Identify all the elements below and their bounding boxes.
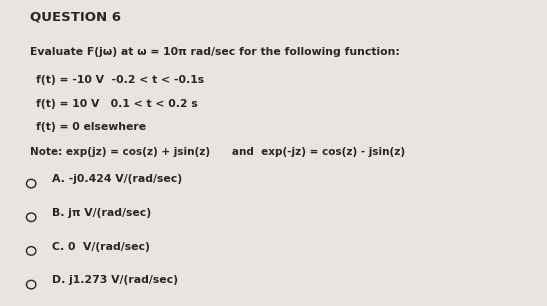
Text: D. j1.273 V/(rad/sec): D. j1.273 V/(rad/sec) xyxy=(52,275,178,285)
Text: B. jπ V/(rad/sec): B. jπ V/(rad/sec) xyxy=(52,208,151,218)
Text: C. 0  V/(rad/sec): C. 0 V/(rad/sec) xyxy=(52,242,150,252)
Text: f(t) = 0 elsewhere: f(t) = 0 elsewhere xyxy=(36,122,146,132)
Text: Note: exp(jz) = cos(z) + jsin(z)      and  exp(-jz) = cos(z) - jsin(z): Note: exp(jz) = cos(z) + jsin(z) and exp… xyxy=(30,147,405,157)
Text: A. -j0.424 V/(rad/sec): A. -j0.424 V/(rad/sec) xyxy=(52,174,182,185)
Text: f(t) = 10 V   0.1 < t < 0.2 s: f(t) = 10 V 0.1 < t < 0.2 s xyxy=(36,99,197,109)
Text: f(t) = -10 V  -0.2 < t < -0.1s: f(t) = -10 V -0.2 < t < -0.1s xyxy=(36,75,203,85)
Text: QUESTION 6: QUESTION 6 xyxy=(30,11,121,24)
Text: Evaluate F(jω) at ω = 10π rad/sec for the following function:: Evaluate F(jω) at ω = 10π rad/sec for th… xyxy=(30,47,400,58)
